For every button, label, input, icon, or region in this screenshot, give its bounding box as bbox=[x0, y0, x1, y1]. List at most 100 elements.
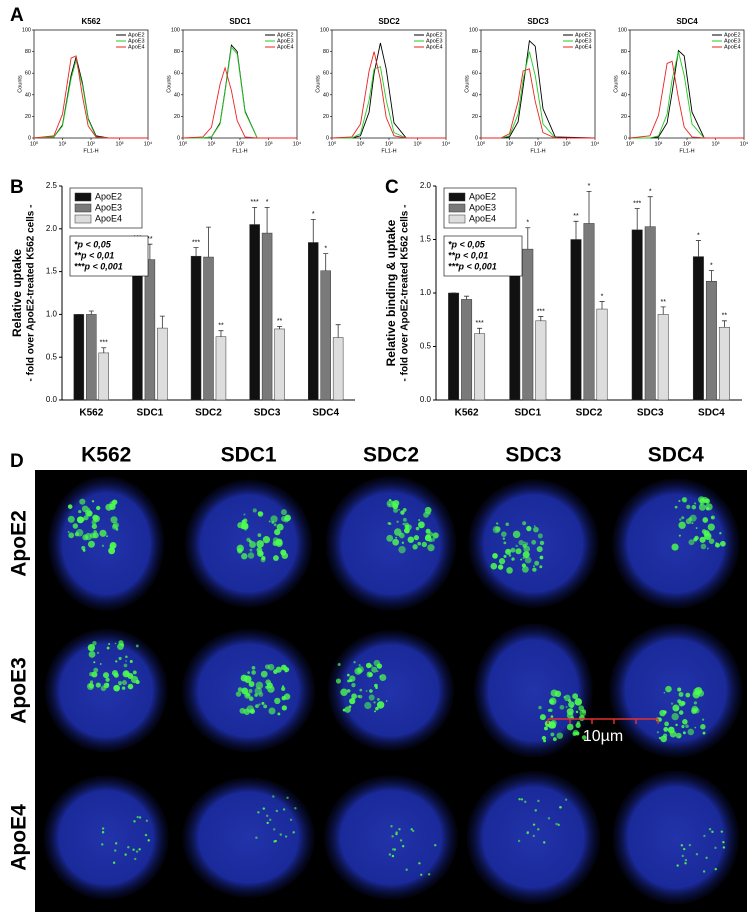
significance: * bbox=[697, 232, 700, 239]
y-tick-label: 60 bbox=[25, 71, 31, 77]
legend-swatch bbox=[448, 214, 466, 224]
green-signal bbox=[82, 534, 89, 541]
green-signal bbox=[563, 695, 566, 699]
green-signal bbox=[237, 548, 243, 554]
green-signal bbox=[241, 553, 248, 560]
error-bar bbox=[252, 207, 258, 225]
green-signal bbox=[147, 839, 150, 842]
green-signal bbox=[705, 856, 708, 860]
green-signal bbox=[244, 675, 252, 683]
column-label: SDC2 bbox=[363, 444, 419, 467]
green-signal bbox=[684, 500, 687, 503]
x-tick-label: SDC2 bbox=[195, 408, 222, 419]
green-signal bbox=[719, 532, 722, 535]
bar bbox=[718, 326, 730, 401]
error-bar bbox=[647, 196, 653, 227]
green-signal bbox=[722, 846, 726, 849]
x-tick-label: 10⁰ bbox=[179, 140, 188, 147]
green-signal bbox=[686, 504, 691, 510]
green-signal bbox=[510, 547, 516, 553]
green-signal bbox=[289, 818, 293, 821]
green-signal bbox=[427, 544, 435, 552]
y-tick-label: 20 bbox=[323, 114, 329, 120]
green-signal bbox=[248, 681, 255, 687]
green-signal bbox=[552, 737, 557, 742]
x-tick-label: 10¹ bbox=[59, 141, 67, 147]
y-axis-label: Counts bbox=[315, 75, 321, 93]
green-signal bbox=[671, 712, 679, 721]
green-signal bbox=[559, 806, 562, 809]
bar bbox=[570, 239, 582, 401]
green-signal bbox=[503, 554, 507, 558]
green-signal bbox=[260, 670, 268, 678]
green-signal bbox=[95, 682, 101, 688]
x-tick-label: 10³ bbox=[116, 141, 124, 147]
legend-label: ApoE3 bbox=[95, 202, 122, 212]
error-bar bbox=[599, 301, 605, 310]
green-signal bbox=[292, 831, 295, 834]
x-tick-label: SDC1 bbox=[137, 408, 164, 419]
green-signal bbox=[664, 721, 669, 727]
green-signal bbox=[715, 542, 718, 544]
legend-label: ApoE3 bbox=[128, 38, 145, 44]
green-signal bbox=[110, 516, 118, 524]
green-signal bbox=[700, 543, 707, 550]
error-bar bbox=[477, 327, 483, 334]
green-signal bbox=[539, 540, 545, 546]
green-signal bbox=[72, 523, 79, 529]
green-signal bbox=[101, 544, 105, 547]
green-signal bbox=[720, 830, 724, 833]
green-signal bbox=[346, 689, 351, 693]
green-signal bbox=[109, 503, 116, 510]
green-signal bbox=[145, 819, 149, 822]
green-signal bbox=[281, 695, 287, 701]
error-bar bbox=[310, 218, 316, 243]
green-signal bbox=[375, 686, 378, 690]
green-signal bbox=[369, 664, 373, 668]
histogram-line bbox=[630, 51, 744, 139]
green-signal bbox=[555, 822, 558, 826]
y-axis-label: Counts bbox=[166, 75, 172, 93]
green-signal bbox=[358, 664, 361, 667]
green-signal bbox=[388, 522, 392, 525]
green-signal bbox=[678, 710, 684, 715]
y-tick-label: 60 bbox=[174, 71, 180, 77]
green-signal bbox=[136, 815, 139, 819]
green-signal bbox=[417, 521, 425, 529]
bar bbox=[157, 327, 168, 401]
green-signal bbox=[520, 798, 524, 801]
green-signal bbox=[388, 503, 391, 506]
green-signal bbox=[405, 868, 408, 871]
legend-swatch bbox=[74, 214, 92, 224]
panel-label: A bbox=[10, 5, 24, 26]
green-signal bbox=[246, 692, 250, 697]
green-signal bbox=[376, 701, 385, 709]
green-signal bbox=[87, 507, 90, 510]
green-signal bbox=[335, 678, 342, 684]
green-signal bbox=[681, 854, 684, 858]
green-signal bbox=[401, 844, 405, 848]
green-signal bbox=[678, 534, 681, 537]
cell-nucleus bbox=[44, 628, 168, 753]
green-signal bbox=[656, 731, 660, 734]
green-signal bbox=[261, 701, 265, 705]
error-bar bbox=[660, 306, 666, 315]
green-signal bbox=[347, 679, 350, 683]
y-tick-label: 20 bbox=[25, 114, 31, 120]
green-signal bbox=[135, 644, 139, 648]
y-tick-label: 20 bbox=[174, 114, 180, 120]
green-signal bbox=[398, 545, 406, 554]
green-signal bbox=[235, 691, 242, 697]
green-signal bbox=[133, 820, 136, 823]
green-signal bbox=[118, 640, 124, 646]
legend-label: ApoE4 bbox=[724, 44, 741, 50]
green-signal bbox=[679, 518, 682, 521]
green-signal bbox=[349, 698, 356, 705]
green-signal bbox=[537, 828, 540, 831]
bar bbox=[583, 223, 595, 401]
green-signal bbox=[532, 834, 535, 838]
green-signal bbox=[265, 679, 271, 685]
y-tick-label: 100 bbox=[320, 27, 329, 33]
bar bbox=[596, 308, 608, 401]
error-bar bbox=[335, 324, 341, 338]
